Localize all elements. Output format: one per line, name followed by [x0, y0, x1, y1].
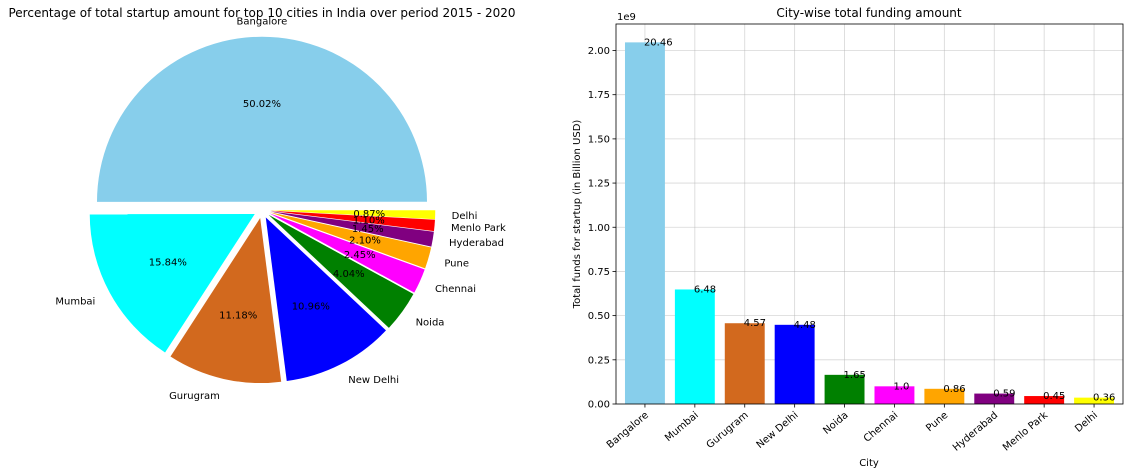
bar-value-label-delhi: 0.36 [1093, 393, 1115, 404]
bar-pune [924, 388, 965, 404]
bar-y-tick-label: 1.25 [588, 179, 610, 190]
bar-y-tick-label: 1.50 [588, 134, 610, 145]
bar-menlo-park [1024, 396, 1065, 404]
pie-pct-chennai: 2.45% [344, 250, 376, 261]
bar-value-labels: 20.46 6.48 4.57 4.48 1.65 1.0 0.86 0.59 0.45 0.36 [644, 37, 1115, 403]
bar-y-ticks: 0.00 0.25 0.50 0.75 1.00 1.25 1.50 1.75 2.00 [588, 46, 616, 411]
bar-y-tick-label: 0.00 [588, 400, 610, 411]
pie-label-chennai: Chennai [435, 284, 476, 295]
pie-pct-hyderabad: 1.45% [352, 224, 384, 235]
bar-x-tick-label-pune: Pune [924, 410, 950, 434]
pie-pct-pune: 2.10% [349, 236, 381, 247]
bar-delhi [1074, 397, 1115, 404]
bar-value-label-new-delhi: 4.48 [794, 320, 816, 331]
bar-x-ticks: Bangalore Mumbai Gurugram New Delhi Noida Che… [605, 404, 1100, 454]
bar-bangalore [624, 42, 665, 404]
bar-value-label-menlo-park: 0.45 [1043, 391, 1065, 402]
bar-y-tick-label: 0.75 [588, 267, 610, 278]
bar-chennai [874, 386, 915, 404]
pie-slice-chennai [269, 213, 425, 293]
pie-label-menlo-park: Menlo Park [451, 223, 506, 234]
pie-label-hyderabad: Hyderabad [449, 238, 504, 249]
bar-y-offset-label: 1e9 [617, 12, 636, 23]
bar-value-label-bangalore: 20.46 [644, 37, 673, 48]
pie-label-gurugram: Gurugram [169, 391, 220, 402]
bar-x-tick-label-chennai: Chennai [862, 410, 901, 445]
bar-chart-title: City-wise total funding amount [776, 6, 962, 20]
bar-new-delhi [774, 324, 815, 404]
pie-pct-mumbai: 15.84% [149, 257, 187, 268]
bar-x-tick-label-new-delhi: New Delhi [755, 410, 801, 451]
bar-value-label-noida: 1.65 [844, 370, 866, 381]
pie-pct-menlo-park: 1.10% [353, 216, 385, 227]
bar-plot-frame [615, 23, 1124, 405]
pie-chart: Percentage of total startup amount for t… [8, 6, 515, 402]
pie-pct-noida: 4.04% [333, 269, 365, 280]
bar-x-tick-label-gurugram: Gurugram [705, 410, 751, 451]
pie-label-delhi: Delhi [452, 211, 478, 222]
bar-hyderabad [974, 393, 1015, 404]
pie-slice-mumbai [89, 213, 255, 353]
bar-y-tick-label: 1.75 [588, 90, 610, 101]
pie-slice-menlo-park [270, 210, 435, 232]
bar-x-axis-label: City [859, 458, 879, 469]
bar-value-label-pune: 0.86 [943, 384, 965, 395]
pie-slice-hyderabad [270, 211, 434, 247]
pie-slices [89, 36, 436, 384]
pie-slice-delhi [270, 210, 436, 220]
bar-y-tick-label: 1.00 [588, 223, 610, 234]
pie-label-noida: Noida [416, 317, 445, 328]
pie-slice-gurugram [170, 218, 282, 384]
bar-x-tick-label-menlo-park: Menlo Park [1001, 410, 1050, 454]
bar-mumbai [674, 289, 715, 404]
pie-slice-new-delhi [265, 217, 386, 382]
pie-pct-delhi: 0.87% [353, 209, 385, 220]
bar-y-tick-label: 0.50 [588, 311, 610, 322]
bar-x-tick-label-bangalore: Bangalore [605, 410, 651, 451]
bar-y-tick-label: 0.25 [588, 355, 610, 366]
bar-x-tick-label-hyderabad: Hyderabad [951, 410, 1000, 454]
bar-value-label-mumbai: 6.48 [694, 284, 716, 295]
bar-x-tick-label-mumbai: Mumbai [663, 410, 701, 444]
pie-slice-noida [268, 214, 414, 328]
bar-bars [624, 42, 1115, 404]
bar-y-tick-label: 2.00 [588, 46, 610, 57]
bar-gurugram [724, 323, 765, 404]
pie-label-new-delhi: New Delhi [348, 375, 399, 386]
bar-chart: City-wise total funding amount 0.000.250… [572, 6, 1124, 469]
bar-y-axis-label: Total funds for startup (in Billion USD) [572, 120, 583, 310]
pie-label-pune: Pune [444, 259, 469, 270]
pie-pct-gurugram: 11.18% [219, 311, 257, 322]
pie-slice-bangalore [96, 36, 427, 202]
pie-label-mumbai: Mumbai [55, 297, 95, 308]
pie-labels: Bangalore 50.02% Mumbai 15.84% Gurugram 11.18… [55, 16, 506, 402]
pie-pct-bangalore: 50.02% [243, 99, 281, 110]
bar-value-label-chennai: 1.0 [893, 381, 909, 392]
bar-value-label-hyderabad: 0.59 [993, 389, 1015, 400]
bar-noida [824, 374, 865, 404]
pie-label-bangalore: Bangalore [237, 16, 288, 27]
pie-pct-new-delhi: 10.96% [292, 302, 330, 313]
pie-slice-pune [269, 212, 432, 269]
bar-x-tick-label-noida: Noida [821, 410, 850, 437]
pie-chart-title: Percentage of total startup amount for t… [8, 6, 515, 20]
bar-x-tick-label-delhi: Delhi [1073, 410, 1100, 435]
bar-value-label-gurugram: 4.57 [744, 318, 766, 329]
